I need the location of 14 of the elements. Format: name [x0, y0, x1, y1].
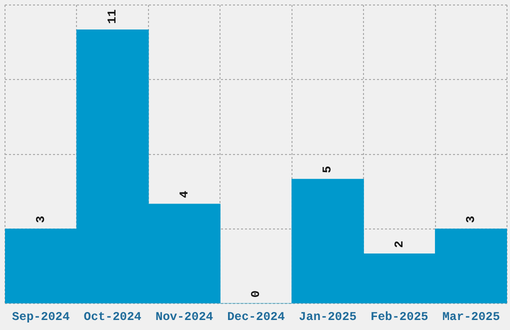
data-label: 4 — [177, 190, 192, 198]
x-tick-label: Sep-2024 — [12, 310, 70, 324]
data-label: 2 — [392, 240, 406, 248]
x-tick-label: Dec-2024 — [227, 310, 285, 324]
data-label: 11 — [106, 9, 120, 24]
x-tick-label: Feb-2025 — [370, 310, 428, 324]
data-label: 0 — [249, 290, 264, 298]
x-tick-label: Mar-2025 — [442, 310, 500, 324]
x-tick-label: Jan-2025 — [298, 310, 357, 324]
x-tick-label: Oct-2024 — [84, 310, 142, 324]
x-tick-label: Nov-2024 — [155, 310, 214, 324]
data-label: 3 — [34, 216, 48, 223]
data-label: 5 — [320, 166, 335, 174]
data-label: 3 — [464, 216, 478, 223]
